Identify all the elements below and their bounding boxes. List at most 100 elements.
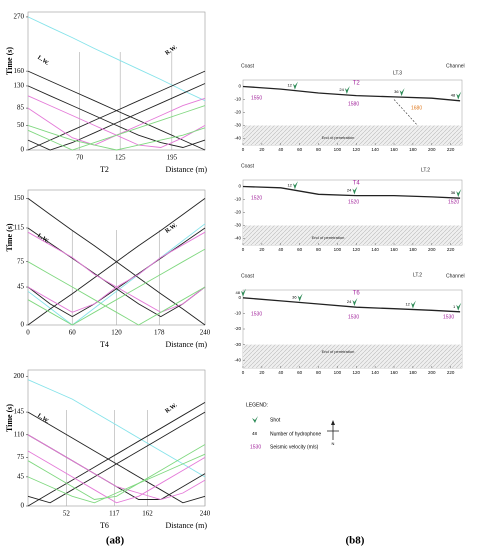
hydrophone-number: 24: [339, 87, 344, 92]
y-tick-label: 270: [14, 13, 25, 21]
penetration-zone: [243, 225, 462, 245]
legend: LEGEND: Shot 48 Number of hydrophone 153…: [246, 402, 339, 450]
profile-title: T6: [353, 291, 361, 297]
travel-time-line: [27, 453, 206, 504]
shot-marker: [292, 181, 298, 190]
y-tick-label: -40: [234, 357, 241, 362]
y-tick-label: 145: [14, 408, 25, 416]
annotation: 1580: [348, 101, 359, 107]
travel-time-line: [27, 85, 206, 148]
x-tick-label: 40: [278, 370, 284, 375]
x-tick-label: 40: [278, 147, 284, 152]
x-axis-label: Distance (m): [165, 521, 207, 530]
annotation: LT.2: [421, 167, 430, 173]
annotation: End of penetration: [322, 135, 355, 140]
travel-time-line: [27, 227, 206, 318]
x-tick-label: 220: [447, 147, 455, 152]
seismic-profile: 0 -10 -20 -30 -40 0 20 40 60 80 100 120 140 160 180 200…: [234, 63, 464, 152]
y-tick-label: -30: [234, 342, 241, 347]
travel-time-line: [27, 261, 206, 326]
seismic-profile: 0 -10 -20 -30 -40 0 20 40 60 80 100 120 140 160 180 200…: [234, 163, 463, 252]
profile-title: T4: [353, 181, 361, 187]
legend-item: Shot: [270, 417, 281, 423]
x-tick-label: 178: [154, 329, 165, 337]
travel-time-line: [27, 450, 206, 504]
y-tick-label: -20: [234, 326, 241, 331]
x-tick-label: 117: [109, 510, 120, 518]
y-tick-label: 150: [14, 194, 25, 202]
penetration-zone: [243, 125, 462, 145]
x-tick-label: 120: [353, 247, 361, 252]
x-tick-label: 20: [259, 147, 265, 152]
x-tick-label: 200: [428, 247, 436, 252]
annotation: Coast: [241, 163, 255, 169]
shot-marker: [292, 81, 298, 90]
hydrophone-number: 36: [451, 190, 456, 195]
y-tick-label: 0: [238, 295, 241, 300]
y-axis-label: Time (s): [5, 47, 14, 75]
x-tick-label: 80: [316, 247, 322, 252]
x-tick-label: 80: [316, 370, 322, 375]
x-tick-label: 120: [353, 370, 361, 375]
y-tick-label: 0: [21, 502, 25, 510]
x-tick-label: 220: [447, 247, 455, 252]
y-tick-label: 45: [17, 472, 25, 480]
seabed-line: [242, 185, 461, 199]
annotation: End of penetration: [322, 349, 355, 354]
penetration-zone: [243, 344, 462, 368]
annotation: LT.2: [413, 272, 422, 278]
y-tick-label: -20: [234, 210, 241, 215]
legend-sample: 48: [252, 431, 258, 436]
travel-time-line: [27, 434, 206, 500]
x-tick-label: 120: [111, 329, 122, 337]
north-label: N: [332, 441, 335, 446]
x-tick-label: 60: [297, 247, 303, 252]
y-tick-label: 115: [14, 224, 25, 232]
travel-time-line: [27, 379, 206, 478]
y-tick-label: 0: [21, 321, 25, 329]
shot-marker: [456, 91, 462, 100]
y-tick-label: -30: [234, 123, 241, 128]
shot-marker: [410, 300, 416, 309]
annotation: R.W.: [164, 402, 178, 415]
annotation: 1680: [411, 105, 422, 111]
x-tick-label: 160: [390, 247, 398, 252]
hydrophone-number: 48: [236, 290, 241, 295]
shot-marker: [297, 293, 303, 302]
travel-time-line: [27, 16, 206, 102]
annotation: L.W.: [36, 55, 50, 67]
x-tick-label: 40: [278, 247, 284, 252]
shot-marker: [456, 302, 462, 311]
chart-title: T6: [100, 521, 109, 530]
y-tick-label: 75: [17, 453, 25, 461]
annotation: Coast: [241, 273, 255, 279]
hydrophone-number: 36: [394, 89, 399, 94]
annotation: 1520: [348, 199, 359, 205]
y-tick-label: -40: [234, 136, 241, 141]
seabed-line: [242, 297, 461, 313]
x-tick-label: 240: [200, 510, 211, 518]
hydrophone-number: 24: [347, 299, 352, 304]
legend-item: Number of hydrophone: [270, 431, 321, 437]
y-tick-label: -30: [234, 223, 241, 228]
x-tick-label: 220: [447, 370, 455, 375]
x-tick-label: 195: [167, 154, 178, 162]
y-tick-label: 130: [14, 82, 25, 90]
x-tick-label: 0: [242, 247, 245, 252]
hydrophone-number: 24: [347, 188, 352, 193]
panel-label: (b8): [346, 535, 365, 547]
x-tick-label: 100: [334, 247, 342, 252]
y-tick-label: 0: [238, 84, 241, 89]
travel-time-line: [27, 70, 206, 151]
hydrophone-number: 48: [451, 93, 456, 98]
travel-time-line: [27, 223, 206, 326]
legend-item: Seismic velocity (m/s): [270, 444, 319, 450]
y-axis-label: Time (s): [5, 404, 14, 432]
annotation: Channel: [446, 63, 465, 69]
annotation: End of penetration: [312, 235, 345, 240]
x-tick-label: 240: [200, 329, 211, 337]
x-tick-label: 60: [297, 147, 303, 152]
x-tick-label: 200: [428, 147, 436, 152]
profile-title: T2: [353, 81, 361, 87]
